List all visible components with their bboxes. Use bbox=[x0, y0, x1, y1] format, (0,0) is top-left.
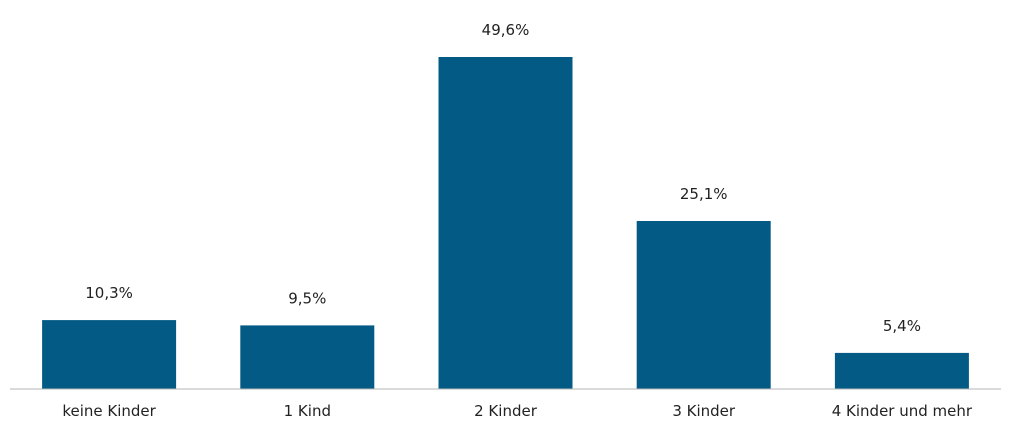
category-label-1: keine Kinder bbox=[62, 402, 156, 420]
category-label-5: 4 Kinder und mehr bbox=[832, 402, 973, 420]
bars-layer bbox=[42, 57, 969, 389]
data-label-4: 25,1% bbox=[680, 185, 728, 203]
bar-3 bbox=[438, 57, 573, 389]
bar-4 bbox=[636, 221, 771, 389]
data-label-2: 9,5% bbox=[288, 289, 326, 307]
category-label-3: 2 Kinder bbox=[474, 402, 538, 420]
data-label-5: 5,4% bbox=[883, 317, 921, 335]
data-label-3: 49,6% bbox=[482, 21, 530, 39]
category-label-2: 1 Kind bbox=[284, 402, 331, 420]
bar-5 bbox=[834, 352, 969, 389]
data-label-1: 10,3% bbox=[85, 284, 133, 302]
bar-1 bbox=[42, 320, 177, 389]
bar-2 bbox=[240, 325, 375, 389]
labels-layer: 10,3% keine Kinder 9,5% 1 Kind 49,6% 2 Kinder… bbox=[62, 21, 973, 420]
category-label-4: 3 Kinder bbox=[672, 402, 736, 420]
